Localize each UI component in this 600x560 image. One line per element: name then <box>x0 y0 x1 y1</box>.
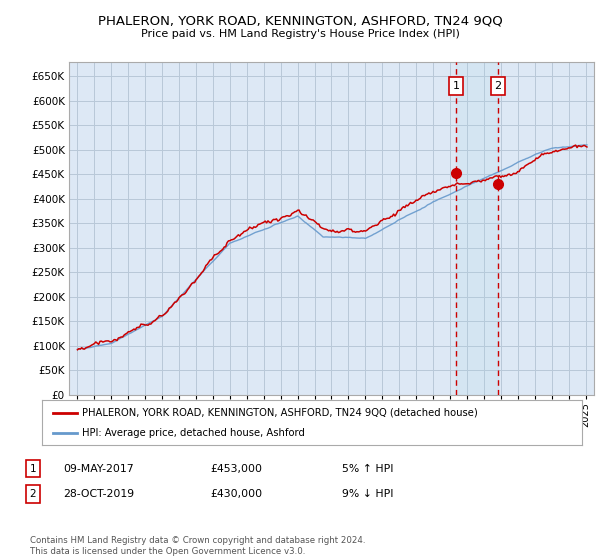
Text: Contains HM Land Registry data © Crown copyright and database right 2024.
This d: Contains HM Land Registry data © Crown c… <box>30 536 365 556</box>
Text: 9% ↓ HPI: 9% ↓ HPI <box>342 489 394 499</box>
Text: £453,000: £453,000 <box>210 464 262 474</box>
Text: Price paid vs. HM Land Registry's House Price Index (HPI): Price paid vs. HM Land Registry's House … <box>140 29 460 39</box>
Text: 5% ↑ HPI: 5% ↑ HPI <box>342 464 394 474</box>
Text: 28-OCT-2019: 28-OCT-2019 <box>63 489 134 499</box>
Text: PHALERON, YORK ROAD, KENNINGTON, ASHFORD, TN24 9QQ (detached house): PHALERON, YORK ROAD, KENNINGTON, ASHFORD… <box>83 408 478 418</box>
Text: 1: 1 <box>452 81 460 91</box>
Text: 09-MAY-2017: 09-MAY-2017 <box>63 464 134 474</box>
Text: HPI: Average price, detached house, Ashford: HPI: Average price, detached house, Ashf… <box>83 428 305 438</box>
Text: 2: 2 <box>494 81 502 91</box>
Text: £430,000: £430,000 <box>210 489 262 499</box>
Text: 1: 1 <box>29 464 37 474</box>
Bar <box>456 62 498 395</box>
Text: 2: 2 <box>29 489 37 499</box>
Text: PHALERON, YORK ROAD, KENNINGTON, ASHFORD, TN24 9QQ: PHALERON, YORK ROAD, KENNINGTON, ASHFORD… <box>98 15 502 28</box>
